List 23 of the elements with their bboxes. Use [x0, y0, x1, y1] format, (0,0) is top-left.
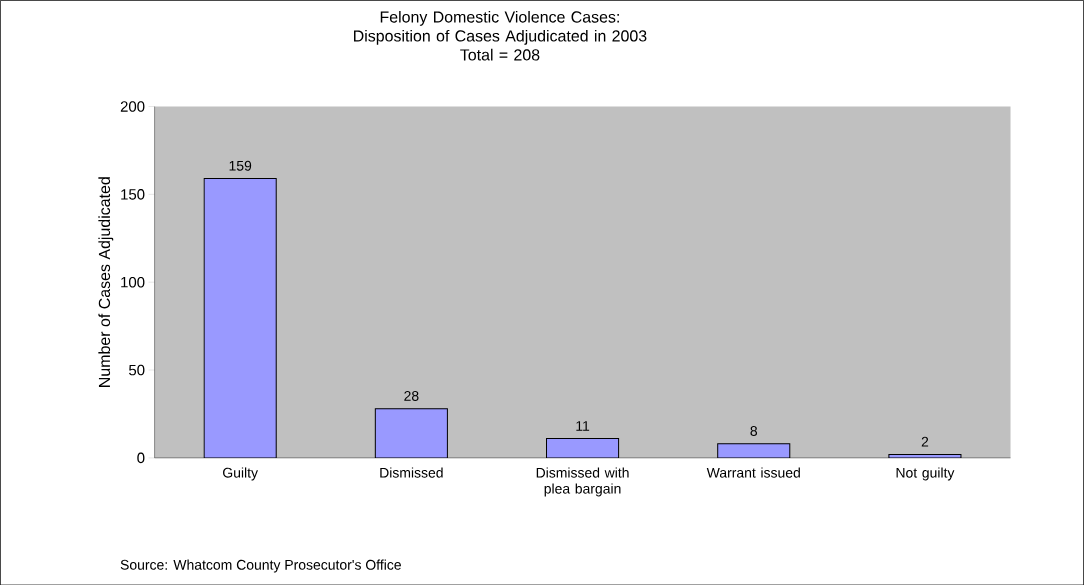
data-label: 159	[229, 160, 252, 171]
chart-title: Felony Domestic Violence Cases: Disposition of Cases Adjudicated in 2003	[354, 10, 647, 45]
x-tick-label: Guilty	[223, 467, 258, 481]
y-tick-label: 100	[121, 276, 145, 288]
data-label: 11	[576, 420, 590, 431]
x-tick-label: Dismissed	[380, 467, 443, 478]
data-label: 28	[404, 390, 419, 401]
bar	[203, 177, 277, 458]
bar	[717, 443, 791, 458]
data-label: 8	[750, 425, 758, 436]
chart-subtitle: Total = 208	[460, 48, 540, 61]
source-note: Source: Whatcom County Prosecutor's Office	[120, 559, 401, 573]
data-label: 2	[921, 436, 929, 447]
x-tick-label: Not guilty	[896, 467, 955, 481]
y-tick-label: 50	[129, 364, 145, 376]
bar	[374, 407, 448, 458]
x-tick-label: Dismissed with plea bargain	[536, 467, 629, 497]
y-tick-label: 0	[137, 452, 145, 463]
x-tick-label: Warrant issued	[706, 467, 800, 478]
y-axis-title: Number of Cases Adjudicated	[98, 177, 114, 387]
bar	[546, 437, 620, 458]
y-tick-label: 200	[120, 100, 145, 112]
y-tick-label: 150	[121, 188, 145, 200]
